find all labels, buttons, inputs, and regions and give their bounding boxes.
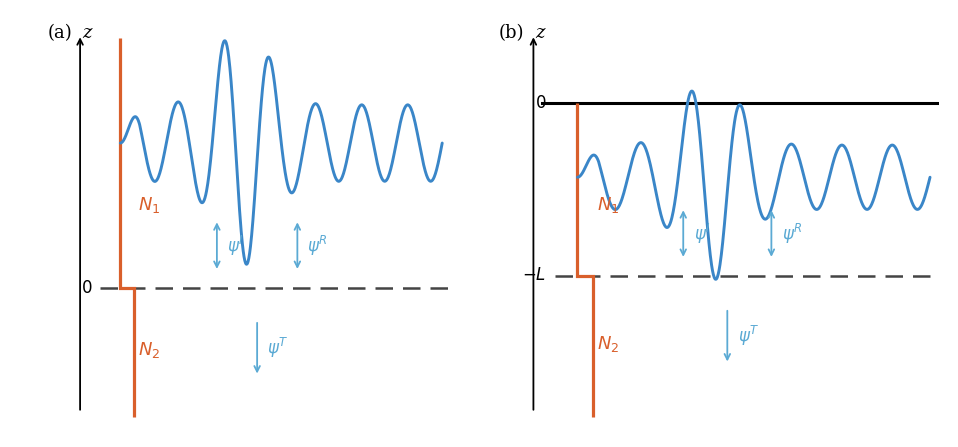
Text: $\psi^I$: $\psi^I$ [227, 234, 244, 257]
Text: (b): (b) [498, 24, 524, 42]
Text: $\psi^I$: $\psi^I$ [695, 222, 711, 245]
Text: $N_2$: $N_2$ [598, 334, 620, 354]
Text: 0: 0 [81, 279, 92, 297]
Text: $\psi^T$: $\psi^T$ [267, 336, 288, 360]
Text: 0: 0 [536, 94, 547, 112]
Text: $\psi^R$: $\psi^R$ [308, 234, 329, 257]
Text: $-L$: $-L$ [522, 267, 547, 284]
Text: $N_1$: $N_1$ [598, 195, 620, 215]
Text: $\psi^R$: $\psi^R$ [783, 222, 803, 245]
Text: $N_1$: $N_1$ [138, 195, 161, 215]
Text: z: z [82, 24, 92, 42]
Text: $N_2$: $N_2$ [138, 340, 161, 360]
Text: $\psi^T$: $\psi^T$ [739, 324, 760, 348]
Text: z: z [536, 24, 545, 42]
Text: (a): (a) [48, 24, 73, 42]
